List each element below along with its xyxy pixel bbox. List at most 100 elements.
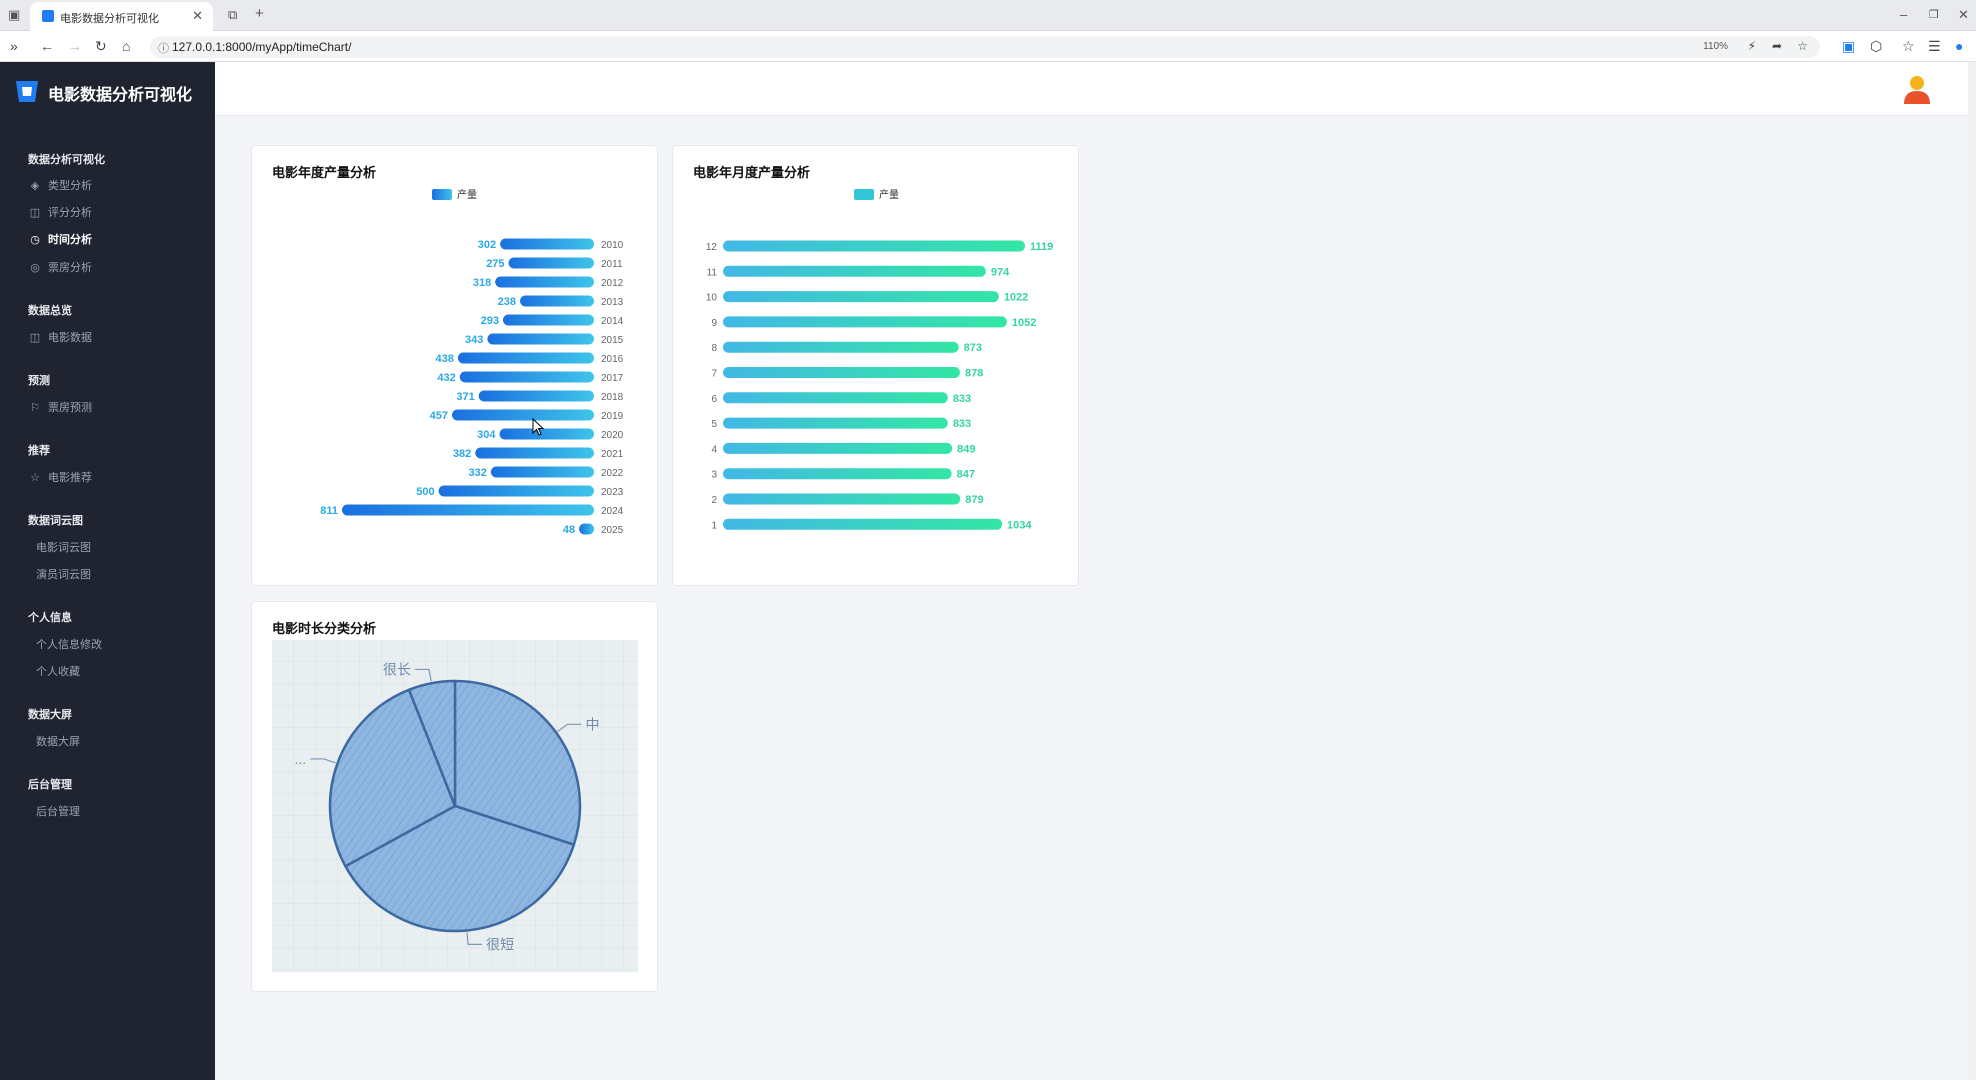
month-bar[interactable] (723, 367, 960, 378)
year-bar[interactable] (451, 409, 594, 421)
user-avatar-icon[interactable] (1903, 74, 1931, 104)
year-bar[interactable] (342, 504, 594, 516)
sidebar-item-actor-wordcloud[interactable]: 演员词云图 (36, 569, 91, 581)
month-bar[interactable] (723, 240, 1025, 252)
brand-name: 电影数据分析可视化 (48, 87, 193, 104)
sidebar-item-type-analysis[interactable]: ◈ 类型分析 (28, 177, 92, 195)
year-bar[interactable] (478, 390, 594, 402)
month-bar[interactable] (723, 341, 959, 353)
sidebar-item-movie-recommend[interactable]: ☆ 电影推荐 (28, 469, 92, 487)
sidebar-item-boxoffice-forecast[interactable]: ⚐ 票房预测 (28, 399, 92, 417)
url-text[interactable]: 127.0.0.1:8000/myApp/timeChart/ (172, 40, 352, 54)
pie-label-line (557, 723, 582, 732)
sidebar-item-favorites[interactable]: 个人收藏 (36, 666, 80, 678)
pie-label-line (414, 668, 432, 682)
month-bar[interactable] (723, 417, 948, 429)
sidebar-item-movie-data[interactable]: ◫ 电影数据 (29, 332, 92, 344)
book-icon: ◫ (29, 332, 41, 344)
year-bar[interactable] (487, 333, 594, 345)
share-icon[interactable]: ➦ (1771, 39, 1782, 53)
profile-icon[interactable]: ● (1955, 38, 1964, 54)
year-bar[interactable] (457, 352, 594, 364)
sidebar-item-rating-analysis[interactable]: ◫ 评分分析 (29, 207, 92, 219)
chart-title: 电影时长分类分析 (272, 621, 377, 636)
zoom-indicator[interactable]: 110% (1703, 41, 1728, 52)
year-bar[interactable] (499, 428, 594, 440)
extensions-icon[interactable]: ⬡ (1870, 38, 1883, 54)
sidebar-toggle-icon[interactable]: ▣ (8, 7, 21, 22)
year-bar[interactable] (520, 295, 594, 307)
year-bar[interactable] (490, 466, 594, 478)
sidebar-item-data-screen[interactable]: 数据大屏 (36, 736, 80, 748)
pie-slice[interactable] (344, 804, 576, 933)
year-bar[interactable] (475, 447, 594, 459)
year-bar[interactable] (508, 257, 594, 269)
reload-icon[interactable]: ↻ (95, 38, 107, 54)
sidebar-item-movie-wordcloud[interactable]: 电影词云图 (36, 542, 91, 554)
flag-icon: ⚐ (30, 402, 40, 414)
year-bar[interactable] (459, 371, 594, 383)
month-value-label: 833 (953, 418, 971, 430)
close-tab-icon[interactable]: ✕ (192, 8, 203, 23)
year-value-label: 500 (416, 486, 434, 498)
section-title: 数据总览 (28, 305, 72, 317)
section-title: 预测 (28, 375, 50, 387)
sidebar-item-profile-edit[interactable]: 个人信息修改 (36, 639, 102, 651)
year-value-label: 304 (477, 429, 496, 441)
expand-icon[interactable]: » (10, 38, 18, 54)
browser-tab[interactable]: 电影数据分析可视化 ✕ (30, 2, 213, 31)
year-value-label: 302 (478, 239, 496, 251)
forward-icon[interactable]: → (68, 38, 82, 54)
year-bar[interactable] (579, 523, 594, 535)
restore-icon[interactable]: ❐ (1929, 9, 1939, 21)
pie-label-line (310, 758, 336, 764)
translate-icon[interactable]: ▣ (1842, 38, 1856, 54)
month-value-label: 878 (965, 368, 983, 380)
sidebar-item-boxoffice-analysis[interactable]: ◎ 票房分析 (28, 259, 92, 277)
year-value-label: 275 (486, 258, 504, 270)
chart-legend[interactable]: 产量 (432, 186, 477, 201)
year-tick-label: 2019 (601, 411, 624, 422)
month-bar[interactable] (723, 468, 952, 480)
month-bar[interactable] (723, 392, 948, 404)
year-bar[interactable] (495, 276, 594, 288)
favorites-icon[interactable]: ☆ (1902, 38, 1915, 54)
pie-slice[interactable] (453, 679, 582, 846)
new-tab-icon[interactable]: + (255, 5, 264, 22)
pie-slice[interactable] (328, 688, 457, 868)
year-tick-label: 2017 (601, 373, 624, 384)
month-bar[interactable] (723, 291, 999, 303)
site-info-icon[interactable]: ⓘ (158, 43, 169, 55)
legend-label: 产量 (457, 190, 477, 201)
chart-legend[interactable]: 产量 (854, 186, 899, 201)
month-bar[interactable] (723, 316, 1007, 328)
month-bar[interactable] (723, 518, 1003, 530)
bookmark-star-icon[interactable]: ☆ (1797, 39, 1808, 53)
bolt-icon[interactable]: ⚡ (1747, 39, 1756, 53)
tab-search-icon[interactable]: ⧉ (228, 7, 238, 22)
month-value-label: 873 (964, 342, 982, 354)
page-scrollbar[interactable] (1968, 62, 1976, 1080)
sidebar-item-time-analysis[interactable]: ◷ 时间分析 (28, 231, 92, 249)
pie-slice[interactable] (407, 679, 457, 808)
year-bar[interactable] (500, 238, 594, 250)
month-tick-label: 2 (711, 495, 717, 506)
year-bar[interactable] (502, 314, 594, 326)
month-value-label: 879 (965, 494, 983, 506)
month-bar[interactable] (723, 442, 953, 454)
close-window-icon[interactable]: ✕ (1958, 7, 1969, 22)
year-value-label: 48 (563, 524, 575, 536)
month-value-label: 1052 (1012, 317, 1036, 329)
menu-icon[interactable]: ☰ (1928, 38, 1941, 54)
month-bar[interactable] (723, 493, 961, 505)
month-bar[interactable] (723, 265, 986, 277)
home-icon[interactable]: ⌂ (122, 38, 131, 54)
minimize-icon[interactable]: – (1900, 7, 1908, 22)
back-icon[interactable]: ← (40, 38, 54, 54)
year-tick-label: 2020 (601, 430, 624, 441)
year-value-label: 382 (453, 448, 471, 460)
url-field[interactable]: ⓘ 127.0.0.1:8000/myApp/timeChart/ 110% ⚡… (150, 36, 1820, 58)
year-bar[interactable] (438, 485, 594, 497)
sidebar-item-admin[interactable]: 后台管理 (36, 806, 80, 818)
month-value-label: 1022 (1004, 292, 1028, 304)
